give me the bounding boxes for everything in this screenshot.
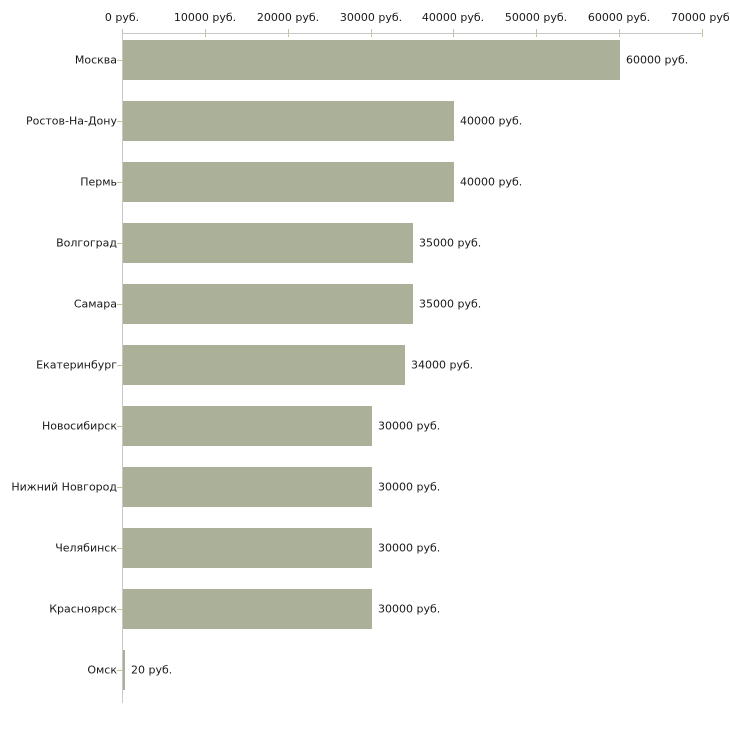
- category-label: Омск: [87, 663, 117, 677]
- x-tick-label: 60000 руб.: [587, 11, 651, 24]
- bar: [123, 101, 454, 141]
- x-tick-label: 70000 руб.: [670, 11, 730, 24]
- x-tick-label: 50000 руб.: [504, 11, 568, 24]
- category-label: Нижний Новгород: [11, 480, 117, 494]
- bar: [123, 345, 405, 385]
- y-tick-mark: [117, 426, 123, 427]
- y-tick-mark: [117, 609, 123, 610]
- x-tick-label: 40000 руб.: [421, 11, 485, 24]
- x-tick-label: 30000 руб.: [339, 11, 403, 24]
- bar: [123, 284, 413, 324]
- x-axis-line: [122, 33, 703, 34]
- value-label: 35000 руб.: [419, 236, 482, 250]
- value-label: 30000 руб.: [378, 602, 441, 616]
- category-label: Новосибирск: [41, 419, 117, 433]
- bar: [123, 589, 372, 629]
- category-label: Екатеринбург: [36, 358, 117, 372]
- category-label: Челябинск: [55, 541, 117, 555]
- value-label: 30000 руб.: [378, 480, 441, 494]
- y-tick-mark: [117, 121, 123, 122]
- x-tick-label: 0 руб.: [104, 11, 140, 24]
- bar: [123, 162, 454, 202]
- y-tick-mark: [117, 182, 123, 183]
- x-tick-label: 20000 руб.: [256, 11, 320, 24]
- bar: [123, 528, 372, 568]
- bar: [123, 650, 125, 690]
- category-label: Москва: [74, 53, 117, 67]
- category-label: Ростов-На-Дону: [25, 114, 117, 128]
- value-label: 30000 руб.: [378, 541, 441, 555]
- category-label: Пермь: [80, 175, 117, 189]
- y-axis-line: [122, 33, 123, 703]
- bar: [123, 223, 413, 263]
- value-label: 30000 руб.: [378, 419, 441, 433]
- y-tick-mark: [117, 670, 123, 671]
- value-label: 20 руб.: [131, 663, 173, 677]
- category-label: Волгоград: [56, 236, 117, 250]
- category-label: Красноярск: [49, 602, 117, 616]
- y-tick-mark: [117, 487, 123, 488]
- value-label: 35000 руб.: [419, 297, 482, 311]
- y-tick-mark: [117, 304, 123, 305]
- x-tick-label: 10000 руб.: [173, 11, 237, 24]
- bar: [123, 40, 620, 80]
- value-label: 60000 руб.: [626, 53, 689, 67]
- y-tick-mark: [117, 365, 123, 366]
- value-label: 40000 руб.: [460, 175, 523, 189]
- y-tick-mark: [117, 548, 123, 549]
- value-label: 34000 руб.: [411, 358, 474, 372]
- category-label: Самара: [73, 297, 117, 311]
- y-tick-mark: [117, 243, 123, 244]
- bar: [123, 406, 372, 446]
- value-label: 40000 руб.: [460, 114, 523, 128]
- y-tick-mark: [117, 60, 123, 61]
- bar: [123, 467, 372, 507]
